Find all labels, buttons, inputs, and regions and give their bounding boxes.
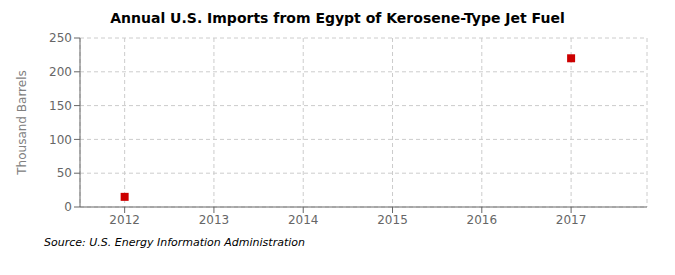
- html-text:Annual U.S. Imports from Egypt: Annual U.S. Imports from Egypt of Kerose…: [110, 10, 565, 26]
- svg-text:0: 0: [64, 200, 72, 214]
- svg-text:Thousand Barrels: Thousand Barrels: [15, 70, 29, 175]
- svg-text:2017: 2017: [556, 213, 587, 227]
- svg-text:2015: 2015: [377, 213, 408, 227]
- svg-text:2014: 2014: [288, 213, 319, 227]
- html-text:Source: U.S. Energy Informatio: Source: U.S. Energy Information Administ…: [44, 236, 305, 249]
- svg-text:2012: 2012: [109, 213, 140, 227]
- svg-text:250: 250: [49, 31, 72, 45]
- svg-text:100: 100: [49, 133, 72, 147]
- svg-text:2016: 2016: [467, 213, 498, 227]
- svg-text:150: 150: [49, 99, 72, 113]
- svg-text:2013: 2013: [199, 213, 230, 227]
- svg-text:200: 200: [49, 65, 72, 79]
- svg-text:50: 50: [57, 166, 72, 180]
